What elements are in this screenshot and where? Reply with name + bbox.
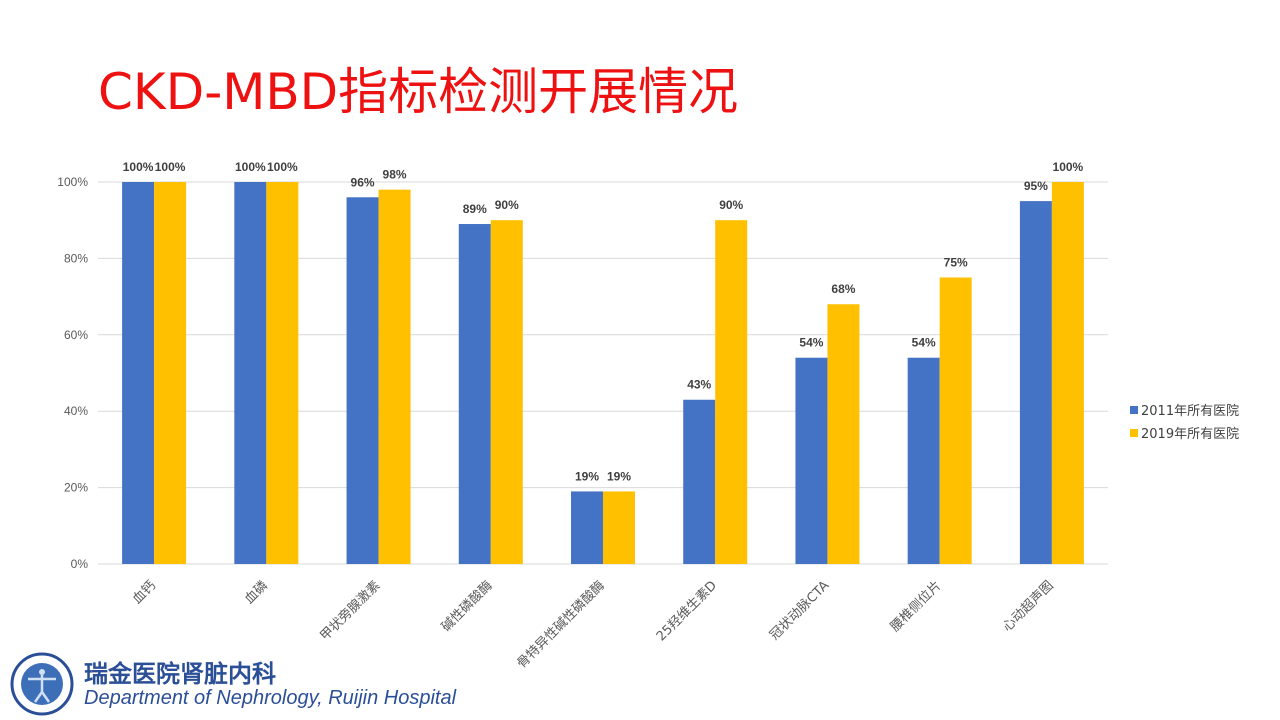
x-tick-label: 25羟维生素D bbox=[654, 578, 720, 644]
bar-2011 bbox=[346, 197, 379, 564]
x-tick-label: 血钙 bbox=[130, 578, 159, 607]
bar-2019 bbox=[266, 182, 299, 564]
y-tick-label: 80% bbox=[64, 251, 88, 265]
bar-2011 bbox=[234, 182, 267, 564]
x-tick-label: 骨特异性碱性磷酸酶 bbox=[514, 578, 608, 672]
bar-2011 bbox=[122, 182, 155, 564]
x-tick-label: 腰椎侧位片 bbox=[888, 578, 945, 635]
bar-2011 bbox=[683, 399, 716, 564]
x-tick-label: 血磷 bbox=[242, 578, 271, 607]
department-name-en: Department of Nephrology, Ruijin Hospita… bbox=[84, 687, 457, 709]
bar-2011 bbox=[571, 491, 603, 564]
bar-2011 bbox=[1019, 201, 1052, 564]
legend-swatch bbox=[1130, 406, 1138, 414]
y-tick-label: 100% bbox=[57, 175, 88, 189]
data-label: 96% bbox=[351, 175, 375, 189]
y-tick-label: 0% bbox=[71, 557, 89, 571]
bar-2019 bbox=[603, 491, 635, 564]
bar-2019 bbox=[1051, 182, 1084, 564]
data-label: 100% bbox=[123, 160, 154, 174]
legend-swatch bbox=[1130, 429, 1138, 437]
hospital-logo bbox=[10, 652, 74, 716]
data-label: 100% bbox=[267, 160, 298, 174]
data-label: 90% bbox=[719, 198, 743, 212]
data-label: 54% bbox=[799, 336, 823, 350]
bar-2019 bbox=[378, 189, 411, 564]
data-label: 100% bbox=[155, 160, 186, 174]
data-label: 90% bbox=[495, 198, 519, 212]
y-tick-label: 20% bbox=[64, 481, 88, 495]
data-label: 19% bbox=[575, 469, 599, 483]
data-label: 19% bbox=[607, 469, 631, 483]
x-tick-label: 冠状动脉CTA bbox=[767, 578, 832, 643]
data-label: 89% bbox=[463, 202, 487, 216]
bar-2011 bbox=[907, 357, 940, 564]
legend-label: 2011年所有医院 bbox=[1141, 404, 1239, 419]
bar-2019 bbox=[715, 220, 748, 564]
data-label: 54% bbox=[912, 336, 936, 350]
slide-title: CKD-MBD指标检测开展情况 bbox=[98, 63, 739, 121]
bar-2011 bbox=[795, 357, 828, 564]
x-tick-label: 碱性磷酸酶 bbox=[438, 578, 495, 635]
department-name-cn: 瑞金医院肾脏内科 bbox=[84, 660, 276, 688]
bar-2019 bbox=[827, 304, 860, 564]
y-tick-label: 60% bbox=[64, 328, 88, 342]
bar-2011 bbox=[458, 224, 491, 564]
data-label: 43% bbox=[687, 378, 711, 392]
legend-label: 2019年所有医院 bbox=[1141, 427, 1239, 442]
data-label: 98% bbox=[383, 168, 407, 182]
data-label: 100% bbox=[1053, 160, 1084, 174]
bar-2019 bbox=[154, 182, 187, 564]
data-label: 95% bbox=[1024, 179, 1048, 193]
bar-2019 bbox=[490, 220, 523, 564]
data-label: 75% bbox=[944, 256, 968, 270]
data-label: 68% bbox=[831, 282, 855, 296]
x-tick-label: 甲状旁腺激素 bbox=[317, 578, 383, 644]
bar-2019 bbox=[939, 277, 972, 564]
y-tick-label: 40% bbox=[64, 404, 88, 418]
data-label: 100% bbox=[235, 160, 266, 174]
x-tick-label: 心动超声图 bbox=[1000, 578, 1057, 635]
